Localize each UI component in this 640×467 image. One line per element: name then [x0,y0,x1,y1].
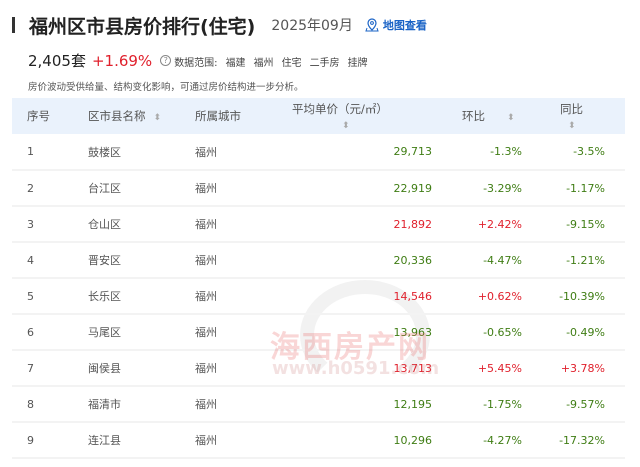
map-view-label: 地图查看 [382,19,427,32]
col-avg-price[interactable]: 平均单价（元/㎡）⬍ [292,98,442,134]
scope-market: 二手房 [309,58,340,69]
cell-district: 仓山区 [72,206,177,243]
cell-district: 马尾区 [72,314,177,351]
cell-district: 连江县 [72,422,177,459]
page-title: 福州区市县房价排行(住宅) [29,15,256,38]
cell-yoy: -0.49% [542,314,625,351]
cell-rank: 4 [12,242,72,279]
sort-icon[interactable]: ⬍ [342,121,350,131]
cell-rank: 9 [12,422,72,459]
cell-avg-price: 14,546 [292,278,442,315]
listing-count: 2,405套 [28,52,86,70]
page-header: 福州区市县房价排行(住宅) 2025年09月 地图查看 [12,12,427,38]
sort-icon[interactable]: ⬍ [153,113,162,123]
cell-avg-price: 22,919 [292,170,442,207]
cell-district: 长乐区 [72,278,177,315]
cell-district: 福清市 [72,386,177,423]
cell-avg-price: 21,892 [292,206,442,243]
cell-district: 晋安区 [72,242,177,279]
map-view-link[interactable]: 地图查看 [365,17,427,33]
cell-rank: 2 [12,170,72,207]
cell-yoy: -9.57% [542,386,625,423]
scope-city: 福州 [253,58,274,69]
cell-city: 福州 [177,134,292,171]
cell-rank: 7 [12,350,72,387]
col-mom[interactable]: 环比 ⬍ [442,98,542,134]
scope-label: 数据范围: [174,58,218,69]
cell-avg-price: 13,713 [292,350,442,387]
cell-city: 福州 [177,278,292,315]
cell-rank: 6 [12,314,72,351]
col-district[interactable]: 区市县名称 ⬍ [72,98,177,134]
table-row[interactable]: 6 马尾区 福州 13,963 -0.65% -0.49% [12,314,625,351]
cell-yoy: -3.5% [542,134,625,171]
cell-avg-price: 29,713 [292,134,442,171]
table-header-row: 序号 区市县名称 ⬍ 所属城市 平均单价（元/㎡）⬍ 环比 ⬍ 同比⬍ [12,98,625,134]
scope-source: 挂牌 [347,58,368,69]
district-price-table: 序号 区市县名称 ⬍ 所属城市 平均单价（元/㎡）⬍ 环比 ⬍ 同比⬍ 1 鼓楼区 福州… [12,98,625,459]
summary-stats: 2,405套 +1.69% ? 数据范围: 福建 福州 住宅 二手房 挂牌 [28,50,368,71]
cell-avg-price: 20,336 [292,242,442,279]
sort-icon[interactable]: ⬍ [568,121,576,131]
scope-type: 住宅 [281,58,302,69]
cell-avg-price: 12,195 [292,386,442,423]
cell-rank: 3 [12,206,72,243]
table-row[interactable]: 2 台江区 福州 22,919 -3.29% -1.17% [12,170,625,207]
cell-city: 福州 [177,386,292,423]
cell-mom: -1.75% [442,386,542,423]
scope-province: 福建 [225,58,246,69]
cell-rank: 8 [12,386,72,423]
table-row[interactable]: 3 仓山区 福州 21,892 +2.42% -9.15% [12,206,625,243]
cell-avg-price: 10,296 [292,422,442,459]
table-row[interactable]: 8 福清市 福州 12,195 -1.75% -9.57% [12,386,625,423]
cell-mom: +2.42% [442,206,542,243]
cell-district: 鼓楼区 [72,134,177,171]
col-city: 所属城市 [177,98,292,134]
table-row[interactable]: 9 连江县 福州 10,296 -4.27% -17.32% [12,422,625,459]
cell-mom: +5.45% [442,350,542,387]
cell-city: 福州 [177,314,292,351]
table-row[interactable]: 5 长乐区 福州 14,546 +0.62% -10.39% [12,278,625,315]
cell-mom: -3.29% [442,170,542,207]
title-accent-bar [12,17,15,33]
col-yoy[interactable]: 同比⬍ [542,98,625,134]
cell-yoy: -1.21% [542,242,625,279]
cell-yoy: +3.78% [542,350,625,387]
cell-rank: 1 [12,134,72,171]
cell-yoy: -9.15% [542,206,625,243]
sort-icon[interactable]: ⬍ [507,113,515,123]
cell-city: 福州 [177,170,292,207]
price-note: 房价波动受供给量、结构变化影响，可通过房价结构进一步分析。 [28,82,304,93]
table-row[interactable]: 4 晋安区 福州 20,336 -4.47% -1.21% [12,242,625,279]
cell-mom: +0.62% [442,278,542,315]
cell-avg-price: 13,963 [292,314,442,351]
cell-city: 福州 [177,206,292,243]
table-row[interactable]: 1 鼓楼区 福州 29,713 -1.3% -3.5% [12,134,625,171]
cell-district: 闽侯县 [72,350,177,387]
cell-yoy: -17.32% [542,422,625,459]
cell-rank: 5 [12,278,72,315]
cell-district: 台江区 [72,170,177,207]
cell-mom: -4.47% [442,242,542,279]
report-date: 2025年09月 [271,18,353,34]
cell-mom: -1.3% [442,134,542,171]
table-row[interactable]: 7 闽侯县 福州 13,713 +5.45% +3.78% [12,350,625,387]
map-pin-icon [365,18,379,32]
cell-city: 福州 [177,350,292,387]
cell-yoy: -1.17% [542,170,625,207]
cell-city: 福州 [177,422,292,459]
help-icon[interactable]: ? [160,55,172,66]
cell-mom: -4.27% [442,422,542,459]
col-rank: 序号 [12,98,72,134]
cell-city: 福州 [177,242,292,279]
cell-yoy: -10.39% [542,278,625,315]
overall-change: +1.69% [91,52,153,70]
cell-mom: -0.65% [442,314,542,351]
